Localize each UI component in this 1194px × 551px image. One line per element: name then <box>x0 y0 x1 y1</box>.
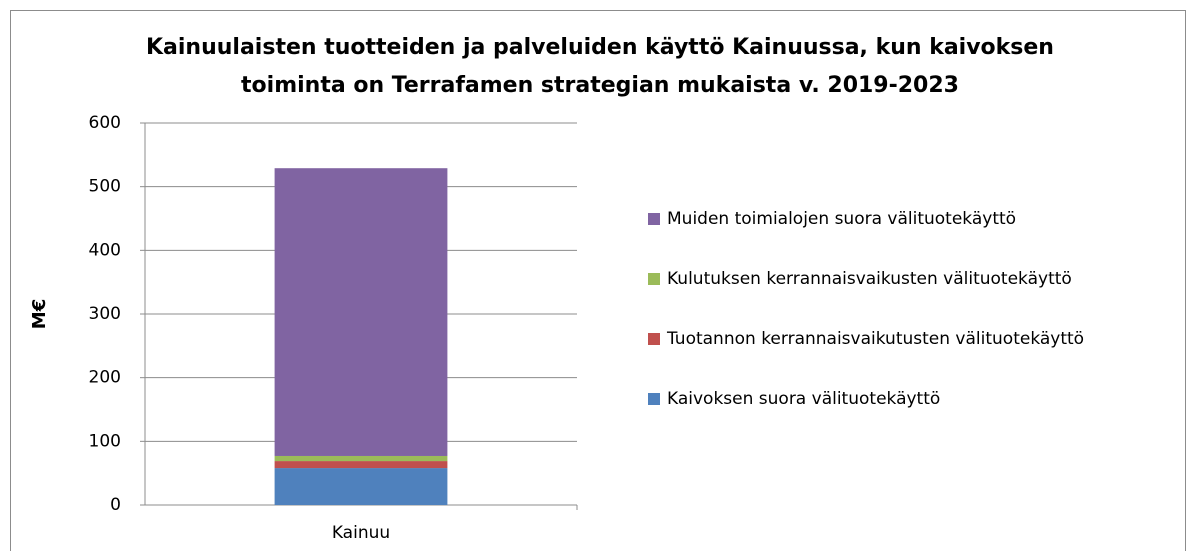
bar-segment <box>274 461 448 469</box>
y-axis-label: M€ <box>29 299 50 329</box>
legend-label: Muiden toimialojen suora välituotekäyttö <box>667 209 1016 229</box>
y-tick-label: 600 <box>89 113 121 133</box>
bar-segment <box>274 168 448 456</box>
y-tick-label: 500 <box>89 177 121 197</box>
chart-border <box>10 10 1186 551</box>
bar-segment <box>274 468 448 505</box>
y-tick-label: 0 <box>110 495 121 515</box>
y-tick-label: 100 <box>89 431 121 451</box>
y-tick-label: 400 <box>89 240 121 260</box>
legend-label: Kaivoksen suora välituotekäyttö <box>667 389 940 409</box>
y-tick-label: 200 <box>89 368 121 388</box>
bar-segment <box>274 455 448 462</box>
legend-swatch <box>648 333 660 345</box>
legend-swatch <box>648 213 660 225</box>
chart-title: toiminta on Terrafamen strategian mukais… <box>241 73 959 98</box>
legend-label: Tuotannon kerrannaisvaikutusten välituot… <box>666 329 1084 349</box>
chart-title: Kainuulaisten tuotteiden ja palveluiden … <box>146 35 1054 60</box>
legend-swatch <box>648 393 660 405</box>
legend-swatch <box>648 273 660 285</box>
x-tick-label: Kainuu <box>332 523 390 543</box>
legend-label: Kulutuksen kerrannaisvaikusten välituote… <box>667 269 1072 289</box>
y-tick-label: 300 <box>89 304 121 324</box>
